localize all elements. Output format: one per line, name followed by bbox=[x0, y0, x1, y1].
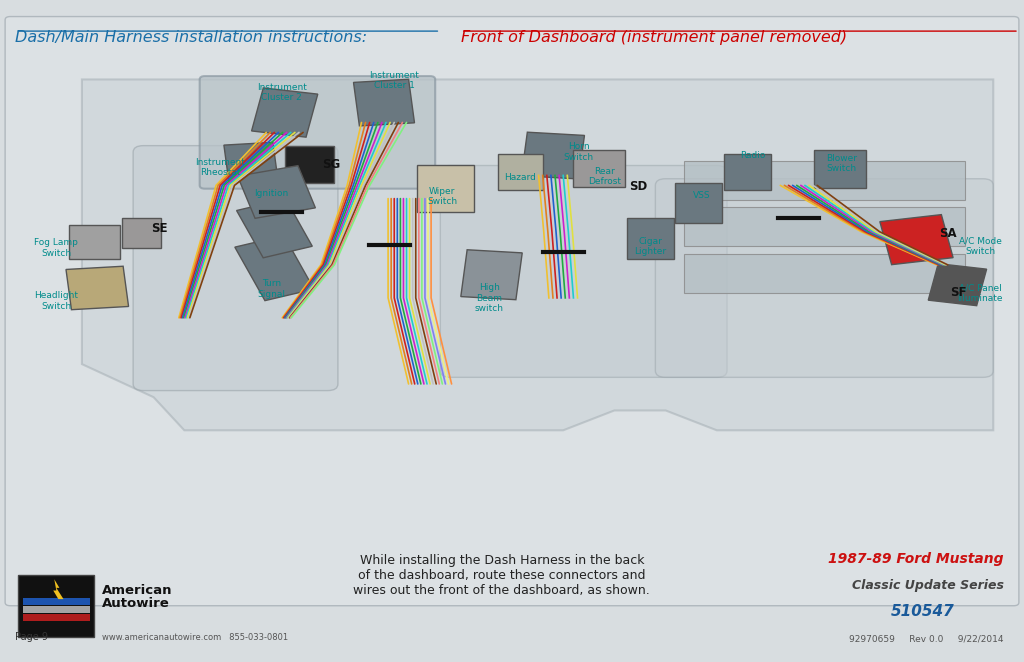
Text: Front of Dashboard (instrument panel removed): Front of Dashboard (instrument panel rem… bbox=[461, 30, 847, 45]
FancyBboxPatch shape bbox=[724, 154, 771, 190]
FancyBboxPatch shape bbox=[684, 207, 965, 246]
Text: Horn
Switch: Horn Switch bbox=[563, 142, 594, 162]
Text: SG: SG bbox=[323, 158, 341, 171]
Text: Cigar
Lighter: Cigar Lighter bbox=[634, 237, 667, 256]
FancyBboxPatch shape bbox=[353, 79, 415, 126]
Text: Page 9: Page 9 bbox=[15, 632, 48, 642]
FancyBboxPatch shape bbox=[133, 146, 338, 391]
Text: 510547: 510547 bbox=[891, 604, 954, 619]
Text: Headlight
Switch: Headlight Switch bbox=[35, 291, 78, 310]
Text: A/C Panel
Illuminate: A/C Panel Illuminate bbox=[957, 283, 1002, 303]
FancyBboxPatch shape bbox=[66, 266, 129, 310]
FancyBboxPatch shape bbox=[23, 606, 90, 613]
FancyBboxPatch shape bbox=[18, 575, 94, 637]
Text: VSS: VSS bbox=[692, 191, 711, 200]
Text: Instrument
Cluster 1: Instrument Cluster 1 bbox=[370, 71, 419, 90]
Text: Radio: Radio bbox=[740, 151, 765, 160]
Text: Rear
Defrost: Rear Defrost bbox=[588, 167, 621, 186]
FancyBboxPatch shape bbox=[200, 76, 435, 189]
Text: SD: SD bbox=[629, 180, 647, 193]
Text: SF: SF bbox=[950, 286, 967, 299]
FancyBboxPatch shape bbox=[813, 150, 866, 188]
Text: American: American bbox=[102, 584, 173, 597]
Text: 92970659     Rev 0.0     9/22/2014: 92970659 Rev 0.0 9/22/2014 bbox=[849, 634, 1004, 643]
Text: Instrument
Rheostat: Instrument Rheostat bbox=[196, 158, 245, 177]
Text: While installing the Dash Harness in the back
of the dashboard, route these conn: While installing the Dash Harness in the… bbox=[353, 555, 650, 597]
FancyBboxPatch shape bbox=[252, 88, 317, 137]
Text: SA: SA bbox=[939, 226, 956, 240]
Text: Classic Update Series: Classic Update Series bbox=[852, 579, 1004, 592]
Text: Dash/Main Harness installation instructions:: Dash/Main Harness installation instructi… bbox=[15, 30, 368, 45]
Text: SE: SE bbox=[152, 222, 168, 235]
Text: www.americanautowire.com   855-033-0801: www.americanautowire.com 855-033-0801 bbox=[102, 633, 289, 642]
Text: Hazard: Hazard bbox=[504, 173, 537, 183]
FancyBboxPatch shape bbox=[880, 214, 953, 265]
FancyBboxPatch shape bbox=[655, 179, 993, 377]
FancyBboxPatch shape bbox=[417, 166, 474, 213]
Text: Wiper
Switch: Wiper Switch bbox=[427, 187, 458, 206]
Text: Fog Lamp
Switch: Fog Lamp Switch bbox=[35, 238, 78, 258]
FancyBboxPatch shape bbox=[684, 161, 965, 200]
Text: Instrument
Cluster 2: Instrument Cluster 2 bbox=[257, 83, 306, 102]
Text: 1987-89 Ford Mustang: 1987-89 Ford Mustang bbox=[828, 552, 1004, 566]
Text: A/C Mode
Switch: A/C Mode Switch bbox=[958, 237, 1001, 256]
FancyBboxPatch shape bbox=[440, 166, 727, 377]
FancyBboxPatch shape bbox=[238, 166, 315, 218]
FancyBboxPatch shape bbox=[684, 254, 965, 293]
FancyBboxPatch shape bbox=[122, 218, 161, 248]
Text: High
Beam
switch: High Beam switch bbox=[475, 283, 504, 313]
FancyBboxPatch shape bbox=[573, 150, 625, 187]
FancyBboxPatch shape bbox=[521, 132, 585, 179]
Text: Ignition: Ignition bbox=[254, 189, 289, 198]
Text: Turn
Signal: Turn Signal bbox=[257, 279, 286, 299]
Text: Blower
Switch: Blower Switch bbox=[826, 154, 857, 173]
FancyBboxPatch shape bbox=[23, 614, 90, 621]
FancyBboxPatch shape bbox=[224, 142, 278, 182]
FancyBboxPatch shape bbox=[929, 263, 986, 306]
FancyBboxPatch shape bbox=[23, 598, 90, 605]
Text: Autowire: Autowire bbox=[102, 597, 170, 610]
FancyBboxPatch shape bbox=[69, 225, 120, 259]
FancyBboxPatch shape bbox=[234, 236, 314, 301]
FancyBboxPatch shape bbox=[675, 183, 722, 224]
Polygon shape bbox=[82, 79, 993, 430]
FancyBboxPatch shape bbox=[498, 154, 543, 190]
FancyBboxPatch shape bbox=[285, 146, 334, 183]
Polygon shape bbox=[53, 579, 63, 599]
FancyBboxPatch shape bbox=[5, 17, 1019, 606]
FancyBboxPatch shape bbox=[461, 250, 522, 300]
FancyBboxPatch shape bbox=[237, 199, 312, 258]
FancyBboxPatch shape bbox=[627, 218, 674, 259]
